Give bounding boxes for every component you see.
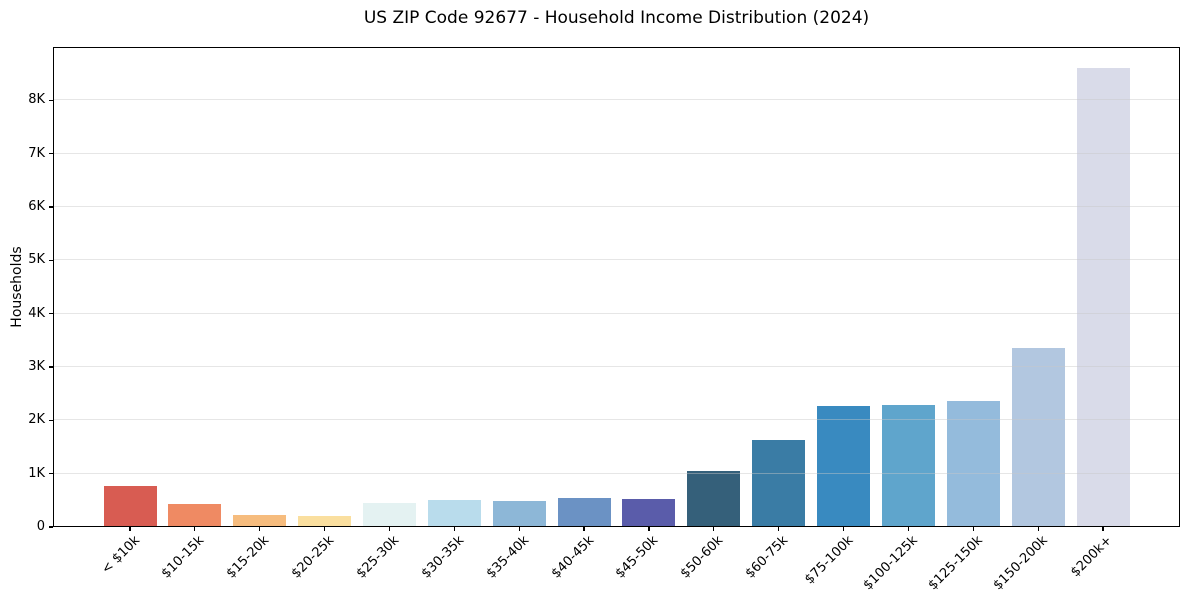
x-tick-mark — [324, 527, 326, 531]
gridline — [53, 206, 1180, 207]
y-tick-mark — [49, 153, 53, 155]
x-tick-label: $15-20k — [223, 533, 273, 582]
x-tick-mark — [842, 527, 845, 531]
gridline — [53, 152, 1180, 154]
x-tick-mark — [972, 527, 974, 531]
x-tick-mark — [1037, 527, 1039, 531]
x-tick-mark — [648, 527, 650, 531]
y-tick-label: 5K — [28, 252, 45, 268]
bar — [1076, 68, 1130, 527]
x-tick-label: $35-40k — [483, 533, 532, 582]
gridline — [53, 472, 1180, 474]
y-tick-mark — [49, 259, 53, 261]
bar — [1011, 348, 1065, 527]
x-tick-mark — [778, 527, 780, 531]
x-tick-label: $150-200k — [990, 533, 1051, 590]
x-tick-mark — [583, 527, 585, 531]
x-tick-label: < $10k — [98, 533, 143, 578]
bar — [233, 515, 287, 527]
y-tick-label: 4K — [28, 305, 45, 321]
x-tick-label: $10-15k — [158, 533, 208, 582]
y-tick-label: 2K — [28, 412, 45, 428]
x-tick-label: $60-75k — [742, 533, 792, 582]
bar — [492, 501, 546, 527]
x-tick-label: $40-45k — [548, 533, 597, 582]
y-tick-mark — [49, 419, 53, 421]
x-tick-label: $20-25k — [288, 533, 338, 582]
x-tick-mark — [713, 527, 715, 531]
bar — [881, 404, 935, 527]
x-tick-mark — [129, 527, 131, 531]
x-tick-label: $200k+ — [1068, 533, 1116, 581]
gridline — [53, 366, 1180, 367]
x-tick-mark — [453, 527, 455, 531]
bar — [427, 499, 481, 527]
gridline — [53, 419, 1180, 421]
x-tick-label: $25-30k — [353, 533, 403, 582]
bar — [946, 401, 1000, 527]
bar — [752, 440, 806, 527]
y-tick-label: 0 — [36, 519, 45, 534]
x-tick-mark — [518, 527, 520, 531]
gridline — [53, 259, 1180, 261]
chart-title: US ZIP Code 92677 - Household Income Dis… — [363, 8, 870, 28]
gridline — [53, 99, 1180, 101]
y-tick-mark — [49, 206, 53, 208]
bar — [622, 499, 676, 527]
x-tick-label: $100-125k — [860, 533, 922, 590]
x-tick-mark — [388, 527, 391, 531]
y-tick-mark — [49, 366, 53, 368]
y-tick-label: 6K — [28, 199, 45, 214]
bar — [103, 486, 157, 527]
y-tick-mark — [49, 99, 53, 101]
x-tick-label: $50-60k — [677, 533, 727, 582]
bar — [817, 406, 871, 527]
bar — [557, 497, 611, 527]
bar — [168, 503, 222, 527]
y-tick-label: 3K — [28, 359, 45, 374]
y-tick-mark — [49, 313, 53, 315]
plot-area — [53, 47, 1180, 527]
y-tick-label: 7K — [28, 145, 45, 161]
y-tick-mark — [49, 473, 53, 475]
x-tick-label: $45-50k — [613, 533, 662, 582]
gridline — [53, 312, 1180, 314]
x-tick-label: $125-150k — [925, 533, 986, 590]
y-tick-mark — [49, 526, 53, 528]
x-tick-mark — [259, 527, 261, 531]
y-tick-label: 8K — [28, 92, 45, 108]
bar — [298, 515, 352, 527]
x-tick-mark — [1102, 527, 1104, 531]
x-tick-mark — [194, 527, 196, 531]
bar — [687, 471, 741, 527]
x-tick-mark — [907, 527, 909, 531]
y-tick-label: 1K — [28, 465, 45, 481]
bar — [362, 503, 416, 527]
x-tick-label: $30-35k — [418, 533, 467, 582]
x-tick-label: $75-100k — [801, 533, 857, 588]
